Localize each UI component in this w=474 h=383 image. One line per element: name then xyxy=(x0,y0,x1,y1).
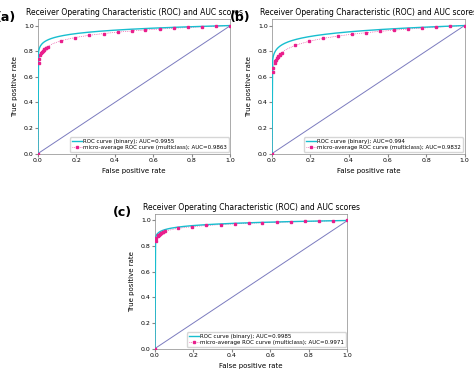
Legend: ROC curve (binary); AUC=0.9985, micro-average ROC curve (multiclass); AUC=0.9971: ROC curve (binary); AUC=0.9985, micro-av… xyxy=(187,332,346,347)
Legend: ROC curve (binary); AUC=0.9955, micro-average ROC curve (multiclass); AUC=0.9863: ROC curve (binary); AUC=0.9955, micro-av… xyxy=(70,137,229,152)
Title: Receiver Operating Characteristic (ROC) and AUC scores: Receiver Operating Characteristic (ROC) … xyxy=(143,203,360,212)
Title: Receiver Operating Characteristic (ROC) and AUC scores: Receiver Operating Characteristic (ROC) … xyxy=(26,8,243,17)
Text: (b): (b) xyxy=(229,11,250,24)
Text: (a): (a) xyxy=(0,11,16,24)
Y-axis label: True positive rate: True positive rate xyxy=(129,251,136,312)
X-axis label: False positive rate: False positive rate xyxy=(102,168,166,174)
X-axis label: False positive rate: False positive rate xyxy=(219,363,283,369)
Y-axis label: True positive rate: True positive rate xyxy=(12,56,18,117)
Text: (c): (c) xyxy=(113,206,132,219)
Y-axis label: True positive rate: True positive rate xyxy=(246,56,252,117)
Title: Receiver Operating Characteristic (ROC) and AUC scores: Receiver Operating Characteristic (ROC) … xyxy=(260,8,474,17)
Legend: ROC curve (binary); AUC=0.994, micro-average ROC curve (multiclass); AUC=0.9832: ROC curve (binary); AUC=0.994, micro-ave… xyxy=(304,137,463,152)
X-axis label: False positive rate: False positive rate xyxy=(337,168,400,174)
